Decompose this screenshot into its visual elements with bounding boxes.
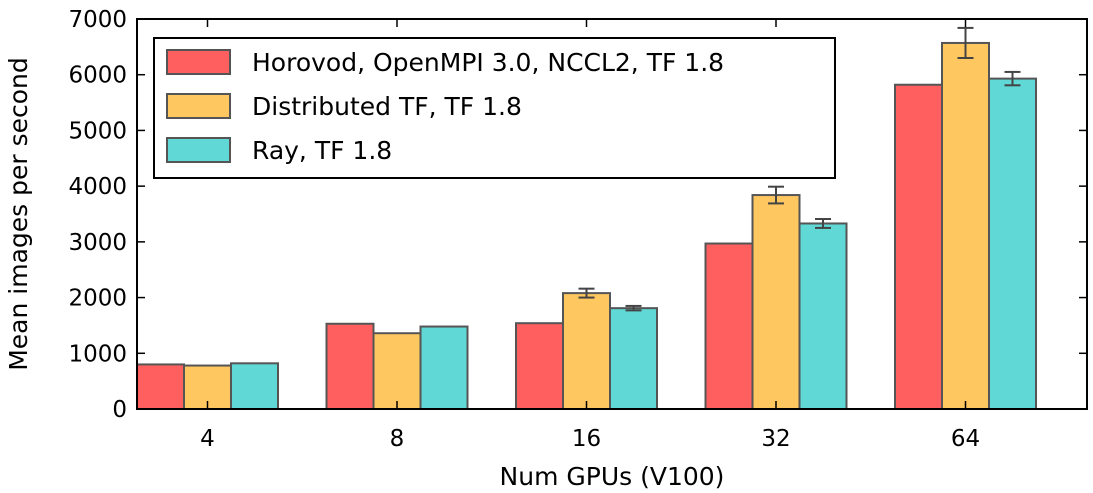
y-tick-label: 0	[112, 397, 127, 423]
y-tick-label: 4000	[68, 174, 127, 200]
y-tick-label: 3000	[68, 230, 127, 256]
error-bars-layer	[578, 26, 1021, 312]
legend-swatch	[166, 93, 231, 119]
legend-box	[153, 37, 836, 179]
x-tick-label: 4	[200, 426, 215, 452]
bar	[325, 322, 375, 410]
legend-label: Distributed TF, TF 1.8	[252, 92, 522, 121]
legend-label: Ray, TF 1.8	[252, 136, 392, 165]
legend-label: Horovod, OpenMPI 3.0, NCCL2, TF 1.8	[252, 48, 724, 77]
bar	[515, 322, 564, 411]
bar	[751, 194, 801, 410]
bar	[704, 242, 754, 410]
plot-frame	[136, 18, 1088, 410]
legend-swatch	[166, 49, 231, 75]
bar	[941, 41, 990, 410]
y-tick-label: 7000	[68, 7, 127, 33]
bar	[419, 325, 469, 410]
x-axis: 4 8 16 32 64	[200, 19, 980, 452]
bar	[988, 77, 1037, 410]
bar	[230, 362, 279, 411]
x-tick-label: 64	[951, 426, 980, 452]
bar	[562, 292, 611, 410]
legend-swatch	[166, 137, 231, 163]
y-tick-label: 5000	[68, 118, 127, 144]
bar	[798, 222, 848, 410]
bar	[136, 363, 185, 410]
bar	[609, 307, 658, 410]
x-tick-label: 32	[761, 426, 790, 452]
bar	[894, 83, 943, 410]
x-tick-label: 16	[572, 426, 601, 452]
y-axis-label: Mean images per second	[4, 57, 33, 371]
x-axis-label: Num GPUs (V100)	[500, 462, 725, 491]
x-tick-label: 8	[390, 426, 405, 452]
y-tick-label: 6000	[68, 63, 127, 89]
y-tick-label: 1000	[68, 341, 127, 367]
bar	[372, 332, 422, 411]
legend: Horovod, OpenMPI 3.0, NCCL2, TF 1.8 Distr…	[153, 37, 836, 179]
y-axis: 0 1000 2000 3000 4000 5000 6000 7000	[68, 7, 1087, 423]
y-tick-label: 2000	[68, 286, 127, 312]
